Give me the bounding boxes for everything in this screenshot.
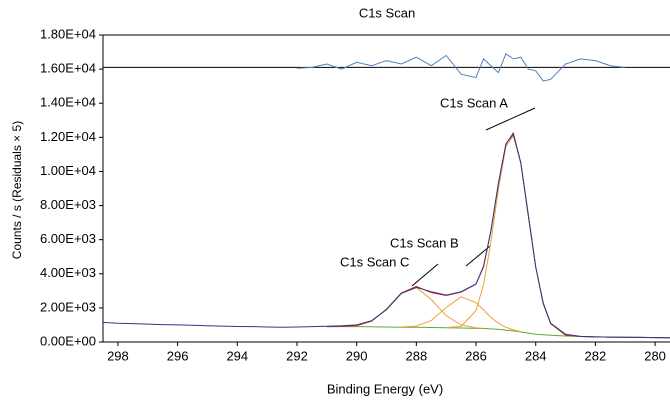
leader-line bbox=[465, 245, 491, 267]
annotation: C1s Scan A bbox=[440, 95, 508, 110]
y-tick-label: 1.60E+04 bbox=[40, 61, 96, 76]
annotation: C1s Scan C bbox=[340, 254, 409, 269]
x-tick-label: 296 bbox=[167, 348, 189, 363]
x-tick-label: 298 bbox=[107, 348, 129, 363]
y-axis-label: Counts / s (Residuals × 5) bbox=[10, 121, 24, 259]
x-tick-label: 290 bbox=[346, 348, 368, 363]
x-tick-label: 288 bbox=[405, 348, 427, 363]
x-tick-label: 294 bbox=[226, 348, 248, 363]
y-tick-label: 1.80E+04 bbox=[40, 26, 96, 41]
y-tick-label: 4.00E+03 bbox=[40, 265, 96, 280]
series-line bbox=[296, 53, 626, 82]
x-tick-label: 292 bbox=[286, 348, 308, 363]
x-tick-label: 280 bbox=[644, 348, 666, 363]
series-line bbox=[326, 133, 670, 339]
y-tick-label: 1.00E+04 bbox=[40, 163, 96, 178]
series-line bbox=[102, 131, 670, 339]
annotation: C1s Scan B bbox=[390, 235, 459, 250]
series-line bbox=[341, 287, 484, 329]
x-tick-label: 286 bbox=[465, 348, 487, 363]
chart-title: C1s Scan bbox=[359, 5, 415, 20]
x-axis-label: Binding Energy (eV) bbox=[327, 381, 443, 396]
y-tick-label: 0.00E+00 bbox=[40, 333, 96, 348]
y-tick-label: 8.00E+03 bbox=[40, 197, 96, 212]
series-line bbox=[326, 326, 670, 339]
series-line bbox=[446, 134, 581, 337]
series-line bbox=[401, 296, 521, 333]
y-tick-label: 1.40E+04 bbox=[40, 95, 96, 110]
leader-line bbox=[485, 107, 536, 131]
y-tick-label: 6.00E+03 bbox=[40, 231, 96, 246]
x-tick-label: 284 bbox=[525, 348, 547, 363]
y-tick-label: 2.00E+03 bbox=[40, 299, 96, 314]
x-tick-label: 282 bbox=[585, 348, 607, 363]
leader-line bbox=[411, 263, 439, 287]
y-tick-label: 1.20E+04 bbox=[40, 129, 96, 144]
